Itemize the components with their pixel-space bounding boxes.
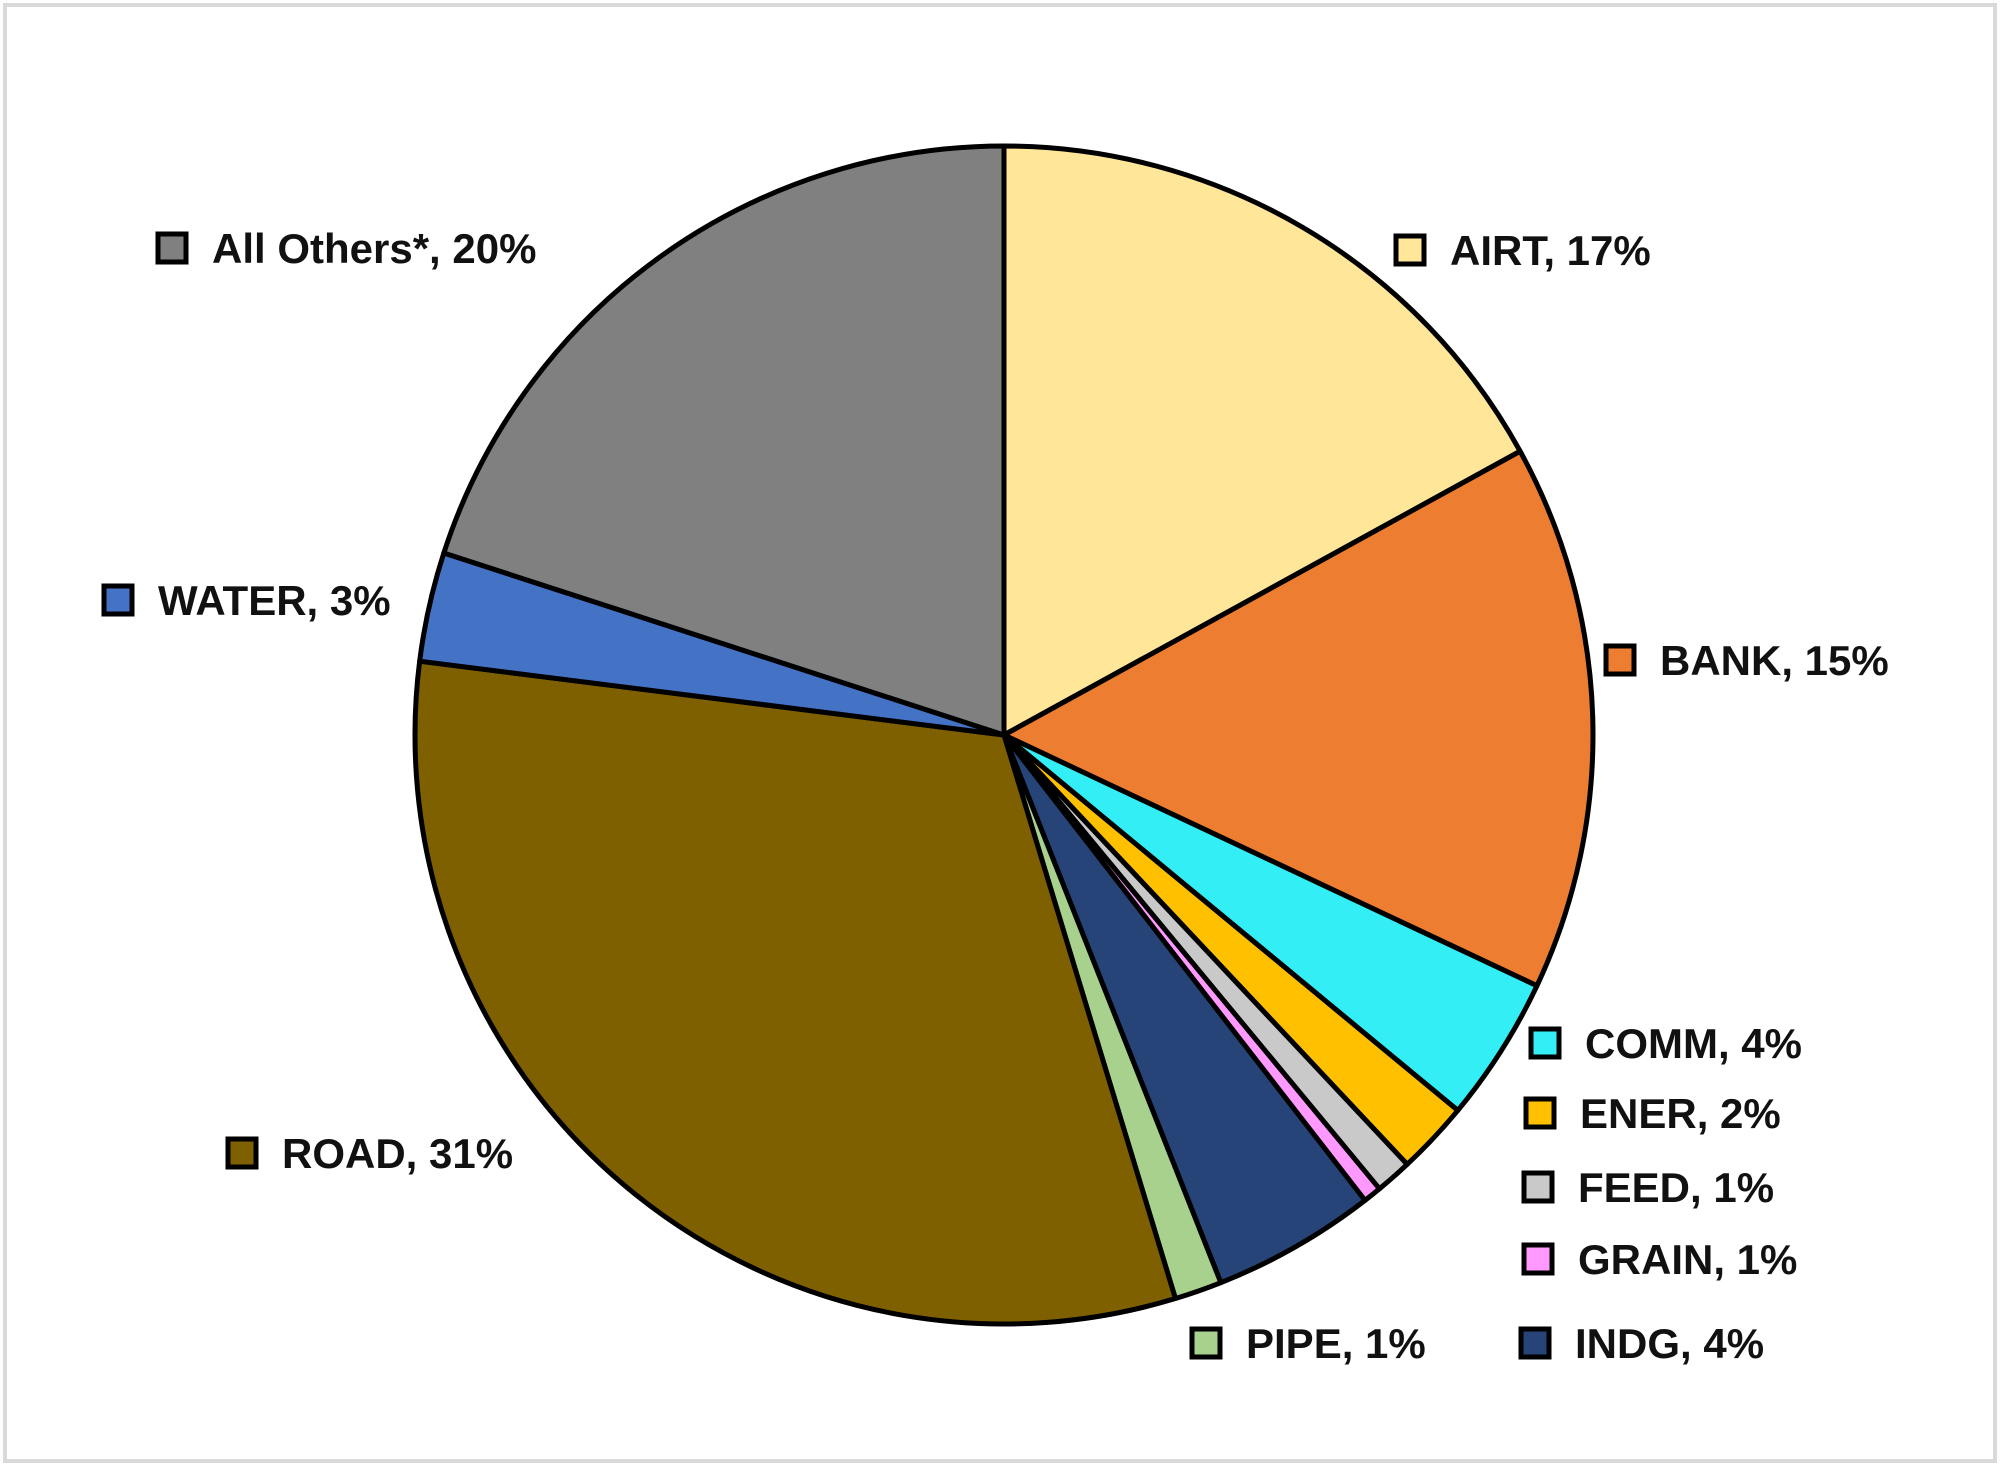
legend-swatch-water — [101, 583, 135, 617]
legend-swatch-airt — [1393, 233, 1427, 267]
legend-swatch-indg — [1518, 1326, 1552, 1360]
label-grain: GRAIN, 1% — [1578, 1236, 1797, 1283]
legend-swatch-feed — [1521, 1170, 1555, 1204]
legend-swatch-pipe — [1189, 1326, 1223, 1360]
legend-swatch-bank — [1603, 643, 1637, 677]
legend-swatch-grain — [1521, 1242, 1555, 1276]
label-airt: AIRT, 17% — [1450, 227, 1651, 274]
label-indg: INDG, 4% — [1575, 1320, 1764, 1367]
pie-labels: AIRT, 17% BANK, 15% COMM, 4% ENER, 2% FEED, … — [101, 225, 1889, 1367]
legend-swatch-comm — [1528, 1026, 1562, 1060]
label-bank: BANK, 15% — [1660, 637, 1889, 684]
slice-road — [412, 658, 1178, 1327]
label-ener: ENER, 2% — [1580, 1090, 1781, 1137]
legend-swatch-all-others — [155, 231, 189, 265]
label-comm: COMM, 4% — [1585, 1020, 1802, 1067]
slice-airt — [1001, 143, 1523, 738]
label-road: ROAD, 31% — [282, 1130, 513, 1177]
legend-swatch-road — [225, 1136, 259, 1170]
pie-slices — [412, 143, 1596, 1327]
label-all-others: All Others*, 20% — [212, 225, 536, 272]
slice-indg — [1001, 732, 1368, 1286]
label-feed: FEED, 1% — [1578, 1164, 1774, 1211]
legend-swatch-ener — [1523, 1096, 1557, 1130]
slice-bank — [1001, 448, 1596, 989]
label-pipe: PIPE, 1% — [1246, 1320, 1426, 1367]
slice-all-others — [441, 143, 1007, 738]
label-water: WATER, 3% — [158, 577, 391, 624]
